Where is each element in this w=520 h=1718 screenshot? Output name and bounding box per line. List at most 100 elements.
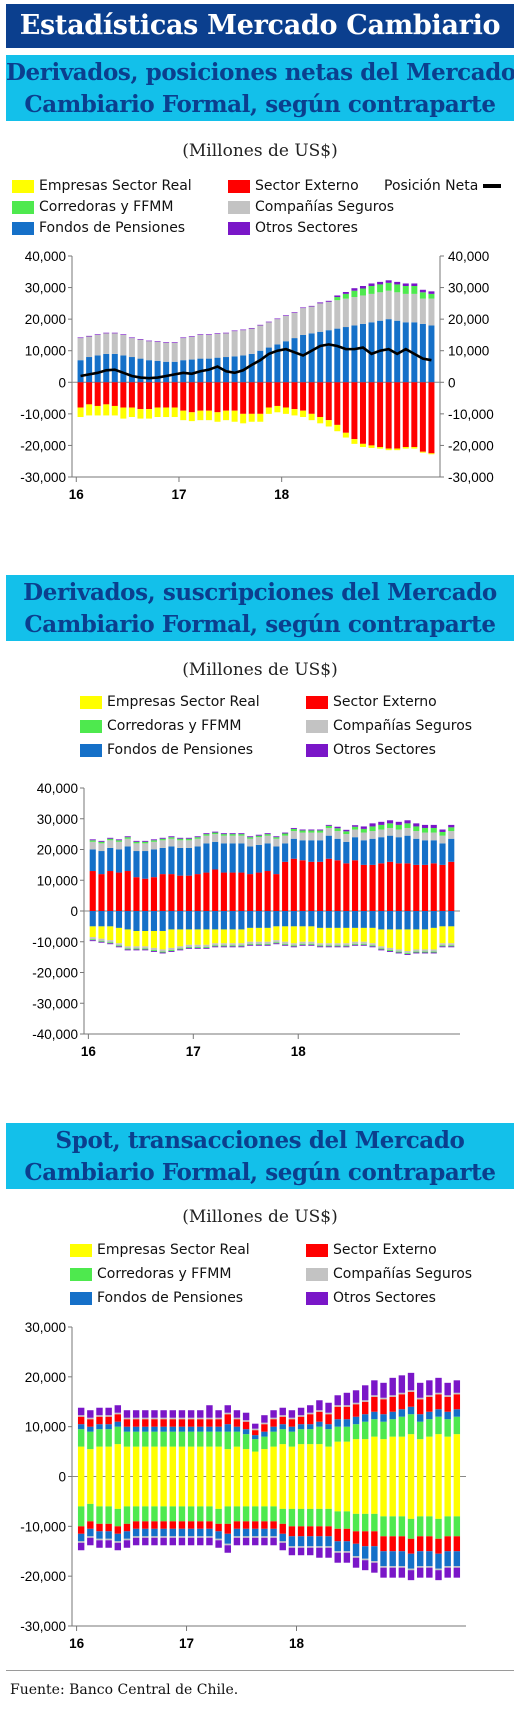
bar-otros xyxy=(252,1537,259,1546)
bar-empresas xyxy=(132,1476,140,1507)
bar-pensiones xyxy=(214,357,221,383)
bar-corredoras xyxy=(342,293,349,299)
bar-externo xyxy=(123,1523,131,1532)
bar-seguros xyxy=(444,1566,451,1568)
bar-pensiones xyxy=(107,847,114,872)
bar-pensiones xyxy=(142,1528,149,1537)
bar-stack xyxy=(115,839,123,948)
bar-externo xyxy=(247,874,254,911)
bar-empresas xyxy=(89,926,96,938)
y-tick-label: -10,000 xyxy=(20,1519,66,1534)
chart1-title: Derivados, posiciones netas del Mercado … xyxy=(6,55,514,121)
bar-empresas xyxy=(215,1476,222,1509)
bar-otros xyxy=(419,289,426,293)
bar-corredoras xyxy=(224,1506,231,1524)
bar-seguros xyxy=(224,1412,231,1415)
bar-otros xyxy=(197,334,204,335)
bar-otros xyxy=(77,1407,85,1416)
bar-empresas xyxy=(177,929,184,947)
bar-otros xyxy=(238,833,245,835)
bar-seguros xyxy=(150,841,158,850)
bar-otros xyxy=(386,950,394,952)
bar-empresas xyxy=(178,1446,186,1477)
bar-pensiones xyxy=(177,911,184,930)
bar-seguros xyxy=(351,297,358,326)
bar-stack xyxy=(308,829,315,946)
bar-otros xyxy=(261,1415,268,1423)
bar-corredoras xyxy=(233,1431,241,1447)
y-tick-label: 10,000 xyxy=(25,344,66,359)
bar-empresas xyxy=(404,929,411,951)
bar-pensiones xyxy=(215,1531,222,1539)
bar-seguros xyxy=(334,831,341,839)
bar-seguros xyxy=(274,319,281,345)
bar-seguros xyxy=(299,941,306,944)
bar-seguros xyxy=(197,1417,204,1420)
bar-pensiones xyxy=(132,1426,140,1432)
bar-otros xyxy=(291,312,298,313)
bar-corredoras xyxy=(317,945,324,947)
bar-seguros xyxy=(233,1417,241,1420)
bar-otros xyxy=(187,1537,195,1546)
bar-empresas xyxy=(288,1476,296,1509)
bar-pensiones xyxy=(215,1426,222,1432)
bar-externo xyxy=(270,1521,277,1529)
bar-pensiones xyxy=(178,1528,186,1537)
bar-pensiones xyxy=(264,843,271,872)
bar-pensiones xyxy=(111,353,118,383)
bar-corredoras xyxy=(334,297,341,301)
bar-pensiones xyxy=(270,1426,277,1432)
bar-externo xyxy=(205,382,212,411)
bar-seguros xyxy=(159,949,166,952)
bar-externo xyxy=(180,382,187,411)
bar-otros xyxy=(395,952,402,954)
bar-empresas xyxy=(238,929,245,944)
bar-otros xyxy=(124,949,131,951)
bar-corredoras xyxy=(453,1416,461,1435)
bar-seguros xyxy=(142,946,149,949)
bar-otros xyxy=(352,1557,360,1568)
bar-empresas xyxy=(371,1476,378,1514)
bar-externo xyxy=(334,1528,341,1542)
bar-seguros xyxy=(413,831,420,839)
bar-otros xyxy=(334,826,341,829)
bar-otros xyxy=(115,946,123,948)
bar-otros xyxy=(159,952,166,954)
bar-empresas xyxy=(386,929,394,948)
bar-otros xyxy=(352,825,359,827)
y-tick-label: -30,000 xyxy=(20,470,66,485)
bar-empresas xyxy=(142,1476,149,1507)
legend-swatch xyxy=(80,743,102,757)
bar-empresas xyxy=(224,1449,231,1477)
bar-empresas xyxy=(151,1446,158,1477)
bar-otros xyxy=(169,1537,176,1546)
bar-stack xyxy=(300,307,307,418)
bar-corredoras xyxy=(404,823,411,828)
legend-item-neta: Posición Neta xyxy=(384,178,502,194)
bar-pensiones xyxy=(159,911,166,931)
bar-seguros xyxy=(334,1405,341,1407)
bar-otros xyxy=(380,1567,387,1578)
bar-pensiones xyxy=(238,843,245,873)
bar-seguros xyxy=(282,315,289,342)
bar-externo xyxy=(435,1538,442,1554)
bar-stack xyxy=(279,1407,286,1551)
bar-externo xyxy=(132,1521,140,1529)
bar-corredoras xyxy=(123,1431,131,1447)
bar-seguros xyxy=(220,835,227,844)
bar-externo xyxy=(96,1523,103,1532)
chart1-title-line2: Cambiario Formal, según contraparte xyxy=(24,91,496,118)
bar-empresas xyxy=(300,410,307,418)
bar-otros xyxy=(265,321,272,323)
bar-externo xyxy=(394,382,401,449)
legend-item-empresas: Empresas Sector Real xyxy=(70,1242,250,1258)
bar-seguros xyxy=(453,1566,461,1568)
bar-corredoras xyxy=(290,945,297,947)
bar-pensiones xyxy=(94,355,101,383)
bar-externo xyxy=(389,1536,396,1552)
y-tick-label: 40,000 xyxy=(25,249,66,264)
bar-seguros xyxy=(325,301,332,331)
bar-otros xyxy=(247,944,254,946)
bar-corredoras xyxy=(133,948,140,950)
bar-seguros xyxy=(171,342,178,362)
